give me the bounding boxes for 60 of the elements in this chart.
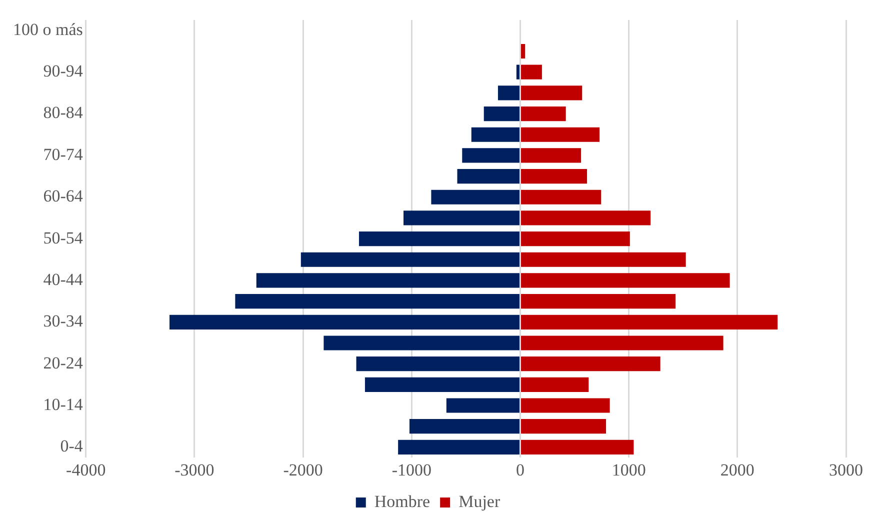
bar xyxy=(358,232,520,246)
x-tick-label: -1000 xyxy=(392,460,432,480)
bar xyxy=(520,356,660,372)
y-tick-label: 10-14 xyxy=(43,394,84,414)
bar xyxy=(520,86,582,100)
bar xyxy=(520,294,676,309)
bar xyxy=(520,64,542,80)
bar xyxy=(364,377,520,392)
bar xyxy=(398,440,520,454)
x-tick-label: 2000 xyxy=(720,460,754,480)
bar xyxy=(484,106,520,122)
y-tick-label: 60-64 xyxy=(43,186,84,206)
bar xyxy=(520,419,606,434)
bar xyxy=(409,419,520,434)
legend-label: Mujer xyxy=(458,492,500,511)
bar xyxy=(520,314,778,330)
bar xyxy=(324,336,520,350)
bar xyxy=(462,148,520,163)
bar xyxy=(471,127,520,142)
y-tick-label: 20-24 xyxy=(43,353,84,372)
bar xyxy=(356,356,520,372)
bar xyxy=(520,440,634,454)
x-tick-label: 0 xyxy=(516,460,524,480)
bar xyxy=(256,273,520,288)
x-tick-label: -4000 xyxy=(66,460,106,480)
bar xyxy=(520,252,686,267)
bar xyxy=(498,86,520,100)
y-tick-label: 80-84 xyxy=(43,103,84,122)
y-tick-label: 30-34 xyxy=(43,312,84,331)
bar xyxy=(235,294,520,309)
bar xyxy=(520,232,630,246)
bar xyxy=(431,190,520,204)
bar xyxy=(520,190,602,204)
y-tick-label: 50-54 xyxy=(43,228,84,248)
y-tick-label: 100 o más xyxy=(12,20,83,39)
bar xyxy=(404,210,520,226)
bar xyxy=(520,398,610,413)
x-tick-label: 1000 xyxy=(612,460,646,480)
x-tick-label: -3000 xyxy=(174,460,214,480)
bar xyxy=(516,64,520,80)
bar xyxy=(520,336,724,350)
bar xyxy=(520,210,651,226)
bar xyxy=(520,273,730,288)
y-tick-label: 90-94 xyxy=(43,62,84,81)
x-tick-label: 3000 xyxy=(829,460,863,480)
y-tick-label: 40-44 xyxy=(43,270,84,289)
bar xyxy=(520,106,566,122)
bar xyxy=(446,398,520,413)
bar xyxy=(520,168,588,184)
bar xyxy=(520,377,589,392)
y-tick-label: 70-74 xyxy=(43,144,84,164)
y-tick-label: 0-4 xyxy=(60,436,84,456)
bar xyxy=(520,44,526,59)
bar xyxy=(457,168,520,184)
bar xyxy=(520,127,600,142)
bar xyxy=(300,252,520,267)
bar xyxy=(169,314,520,330)
bar xyxy=(520,148,582,163)
x-tick-label: -2000 xyxy=(283,460,323,480)
legend-label: Hombre xyxy=(374,492,430,511)
